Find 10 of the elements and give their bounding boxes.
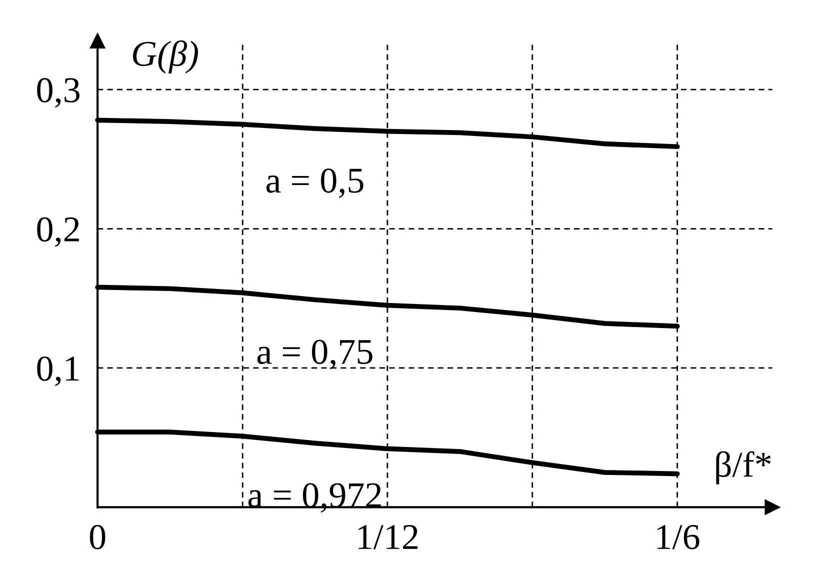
x-axis-title: β/f* [716,451,771,484]
y-tick-label: 0,3 [37,78,80,108]
annotation: a = 0,5 [266,168,364,198]
y-tick-label: 0,1 [37,356,79,386]
x-tick-label: 1/12 [358,525,418,550]
y-axis-title: G(β) [132,40,198,74]
x-tick-label: 0 [90,524,106,550]
annotation: a = 0,75 [257,340,372,370]
y-tick-label: 0,2 [37,217,79,247]
x-tick-label: 1/6 [657,525,700,550]
